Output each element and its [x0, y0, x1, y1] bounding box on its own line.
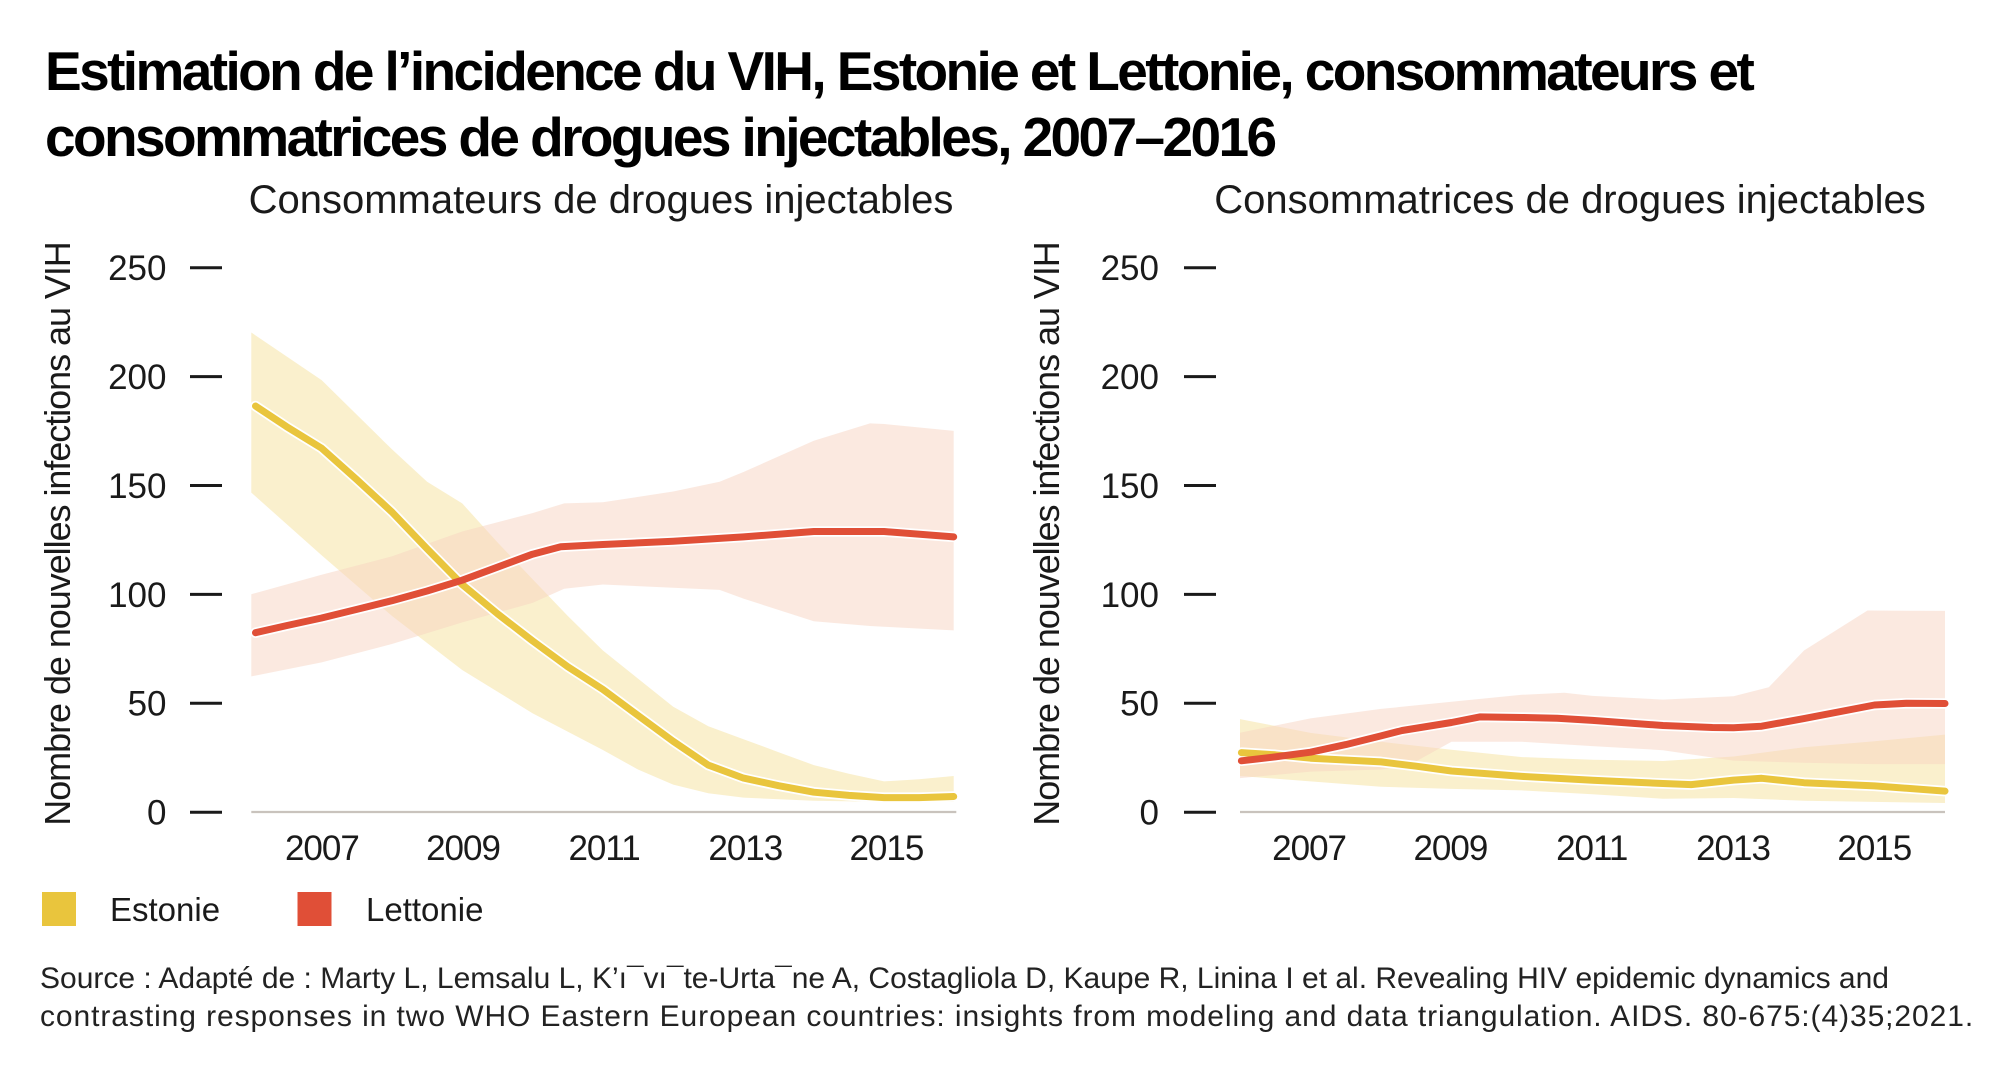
svg-text:2009: 2009: [1413, 829, 1487, 868]
svg-text:0: 0: [147, 794, 166, 833]
svg-text:2015: 2015: [1837, 829, 1911, 868]
svg-text:2011: 2011: [568, 829, 639, 868]
svg-text:2009: 2009: [426, 829, 500, 868]
svg-text:100: 100: [1101, 576, 1159, 615]
svg-text:0: 0: [1140, 794, 1159, 833]
svg-text:200: 200: [1101, 358, 1159, 397]
svg-text:consommatrices de drogues inje: consommatrices de drogues injectables, 2…: [45, 106, 1275, 168]
svg-text:150: 150: [1101, 467, 1159, 506]
svg-text:2007: 2007: [285, 829, 359, 868]
svg-text:100: 100: [108, 576, 166, 615]
svg-text:Source : Adapté de : Marty L,: Source : Adapté de : Marty L, Lemsalu L,…: [40, 962, 1889, 995]
svg-text:2015: 2015: [849, 829, 923, 868]
svg-text:2013: 2013: [1696, 829, 1770, 868]
svg-text:250: 250: [1101, 249, 1159, 288]
svg-text:Nombre de nouvelles infections: Nombre de nouvelles infections au VIH: [37, 242, 78, 826]
svg-text:200: 200: [108, 358, 166, 397]
svg-text:50: 50: [128, 685, 167, 724]
svg-text:Estonie: Estonie: [110, 891, 220, 928]
svg-text:Estimation de l’incidence du V: Estimation de l’incidence du VIH, Estoni…: [45, 40, 1754, 102]
svg-text:Consommatrices de drogues inje: Consommatrices de drogues injectables: [1214, 178, 1925, 222]
svg-text:150: 150: [108, 467, 166, 506]
svg-text:2011: 2011: [1556, 829, 1627, 868]
svg-text:Lettonie: Lettonie: [366, 891, 483, 928]
svg-text:2007: 2007: [1272, 829, 1346, 868]
svg-text:Consommateurs de drogues injec: Consommateurs de drogues injectables: [249, 178, 954, 222]
svg-text:250: 250: [108, 249, 166, 288]
svg-text:Nombre de nouvelles infections: Nombre de nouvelles infections au VIH: [1026, 242, 1067, 826]
svg-text:50: 50: [1120, 685, 1159, 724]
svg-text:contrasting responses in two W: contrasting responses in two WHO Eastern…: [40, 1000, 1974, 1033]
svg-text:2013: 2013: [708, 829, 782, 868]
